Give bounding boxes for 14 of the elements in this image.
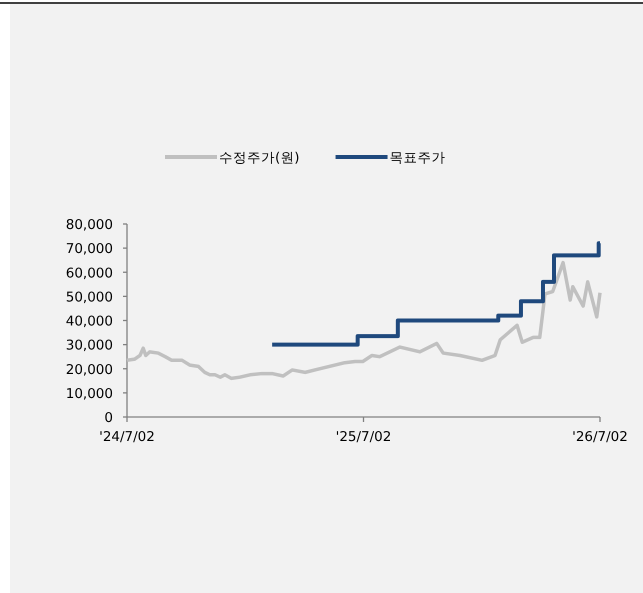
y-tick-label: 30,000 <box>66 338 113 354</box>
y-tick-label: 20,000 <box>66 362 113 378</box>
y-tick-label: 80,000 <box>66 217 113 233</box>
y-tick-label: 10,000 <box>66 386 113 402</box>
legend-label: 목표주가 <box>390 150 446 166</box>
y-tick-label: 0 <box>104 410 113 426</box>
legend-label: 수정주가(원) <box>219 150 300 166</box>
y-tick-label: 70,000 <box>66 241 113 258</box>
y-tick-label: 50,000 <box>66 289 113 306</box>
y-tick-label: 60,000 <box>66 265 113 282</box>
x-tick-label: '24/7/02 <box>99 429 155 445</box>
x-tick-label: '25/7/02 <box>336 429 392 445</box>
x-tick-label: '26/7/02 <box>572 429 628 445</box>
y-tick-label: 40,000 <box>66 314 113 330</box>
